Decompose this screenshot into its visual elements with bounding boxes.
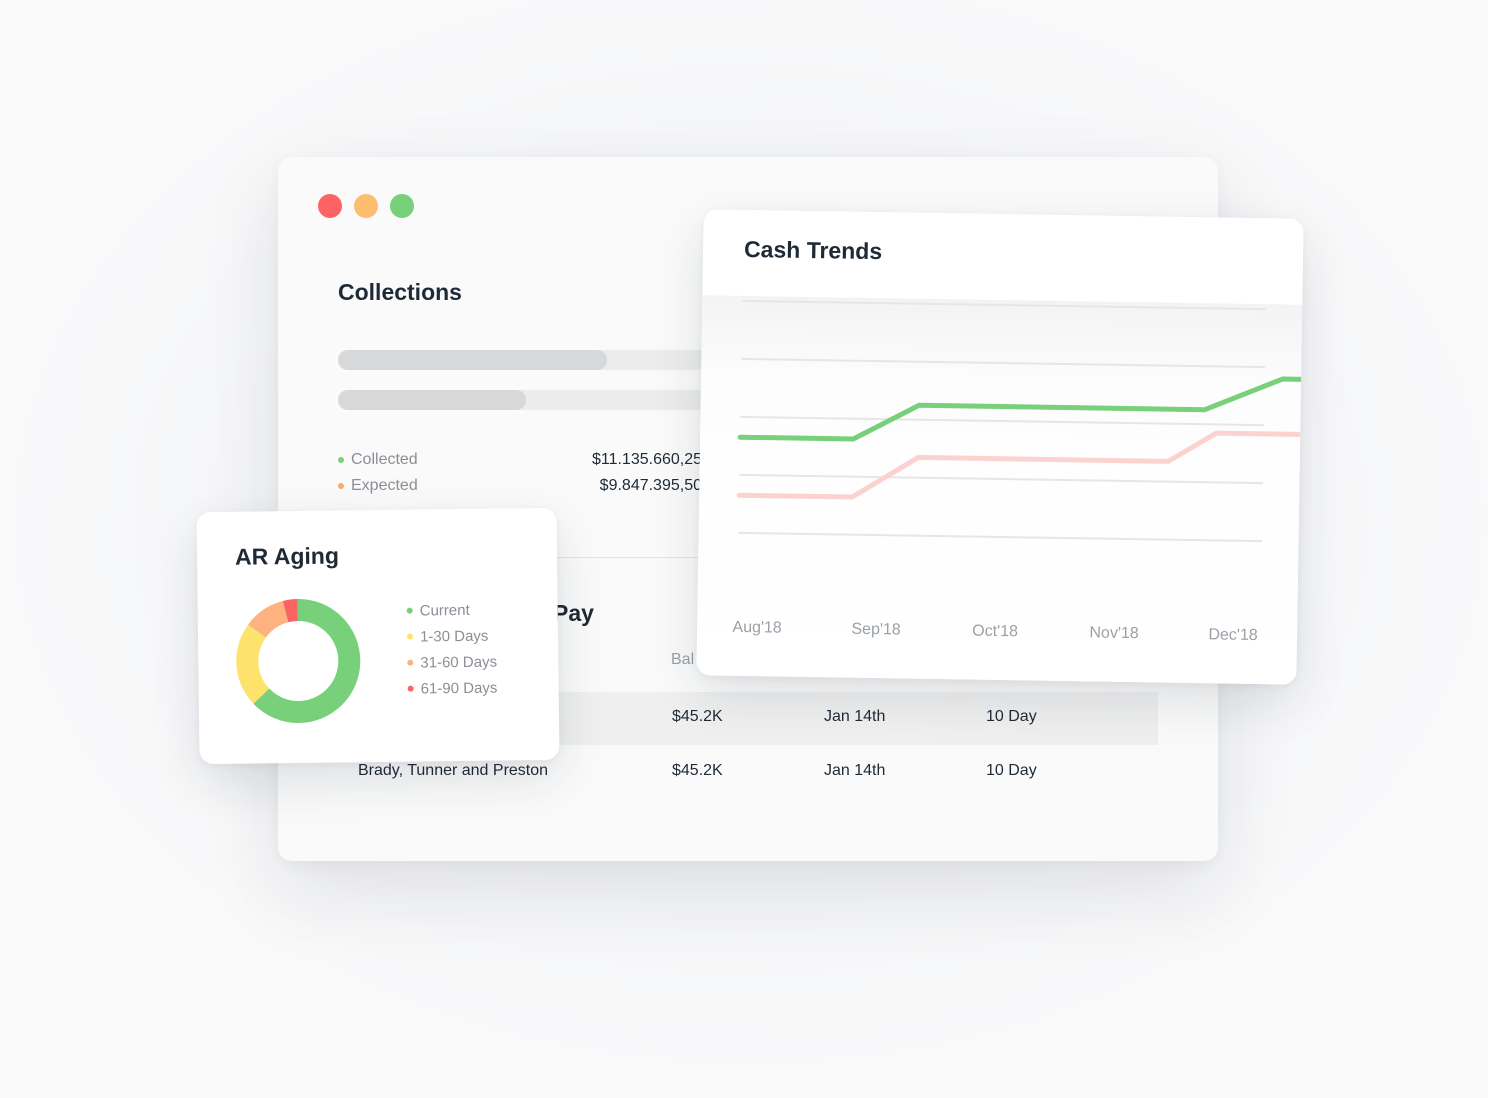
balance-cell: $45.2K <box>672 762 723 779</box>
x-tick-label: Aug'18 <box>732 619 782 637</box>
terms-cell: 10 Day <box>986 762 1037 779</box>
legend-item-31-60-days: 31-60 Days <box>407 649 497 676</box>
donut-slice-current <box>236 598 361 723</box>
close-dot[interactable] <box>318 194 342 218</box>
balance-cell: $45.2K <box>672 708 723 725</box>
ar-aging-title: AR Aging <box>234 542 340 570</box>
legend-label: Current <box>419 601 470 619</box>
x-tick-label: Oct'18 <box>972 623 1018 641</box>
legend-dot <box>406 607 413 614</box>
grid-line <box>740 415 1264 427</box>
series-line-2 <box>736 430 1303 500</box>
pay-section-title: Pay <box>553 600 594 626</box>
cash-trends-header: Cash Trends <box>702 209 1304 305</box>
legend-item-61-90-days: 61-90 Days <box>407 675 497 702</box>
collected-label: Collected <box>351 451 418 468</box>
date-cell: Jan 14th <box>824 762 886 779</box>
legend-dot <box>407 659 414 666</box>
legend-dot <box>407 685 414 692</box>
grid-line <box>742 299 1266 311</box>
grid-line <box>741 357 1265 369</box>
legend-label: 61-90 Days <box>420 679 498 697</box>
company-cell: Brady, Tunner and Preston <box>358 762 549 779</box>
window-controls <box>318 194 414 218</box>
x-tick-label: Sep'18 <box>851 621 901 639</box>
grid-line <box>738 531 1263 543</box>
ar-aging-legend: Current 1-30 Days 31-60 Days 61-90 Days <box>406 597 498 702</box>
collected-dot <box>338 457 344 463</box>
donut-slice-1-30-days <box>236 598 361 723</box>
expected-legend: Expected $9.847.395,50 <box>338 477 702 495</box>
cash-trends-chart-area: Aug'18 Sep'18 Oct'18 Nov'18 Dec'18 <box>696 295 1303 685</box>
collections-title: Collections <box>338 279 462 305</box>
ar-aging-donut-chart <box>236 598 361 723</box>
collected-value: $11.135.660,25 <box>591 451 702 468</box>
collected-progress-fill <box>338 350 607 370</box>
expected-value: $9.847.395,50 <box>599 477 702 494</box>
cash-trends-chart: Aug'18 Sep'18 Oct'18 Nov'18 Dec'18 <box>732 299 1303 644</box>
expected-label: Expected <box>351 477 418 494</box>
balance-column-header: Bal <box>671 651 695 668</box>
x-tick-label: Nov'18 <box>1089 624 1139 642</box>
expected-dot <box>338 483 344 489</box>
cash-trends-title: Cash Trends <box>743 235 883 265</box>
series-line-1 <box>737 376 1303 442</box>
section-divider <box>338 557 918 558</box>
legend-item-1-30-days: 1-30 Days <box>406 623 497 650</box>
legend-dot <box>406 633 414 640</box>
legend-item-current: Current <box>406 597 497 624</box>
x-tick-label: Dec'18 <box>1208 626 1258 644</box>
grid-line <box>739 473 1264 485</box>
minimize-dot[interactable] <box>354 194 378 218</box>
maximize-dot[interactable] <box>390 194 414 218</box>
expected-progress-fill <box>338 390 526 410</box>
ar-aging-card: AR Aging Current 1-30 Days 31-60 Days 61… <box>196 507 560 765</box>
terms-cell: 10 Day <box>986 708 1037 725</box>
table-row[interactable]: Brady, Tunner and Preston $45.2K Jan 14t… <box>338 746 1158 799</box>
cash-trends-card: Cash Trends Aug'18 Sep'18 Oct'18 Nov'18 Dec'… <box>696 209 1304 685</box>
legend-label: 1-30 Days <box>419 627 489 645</box>
legend-label: 31-60 Days <box>420 653 498 671</box>
collected-legend: Collected $11.135.660,25 <box>338 451 702 469</box>
date-cell: Jan 14th <box>824 708 886 725</box>
